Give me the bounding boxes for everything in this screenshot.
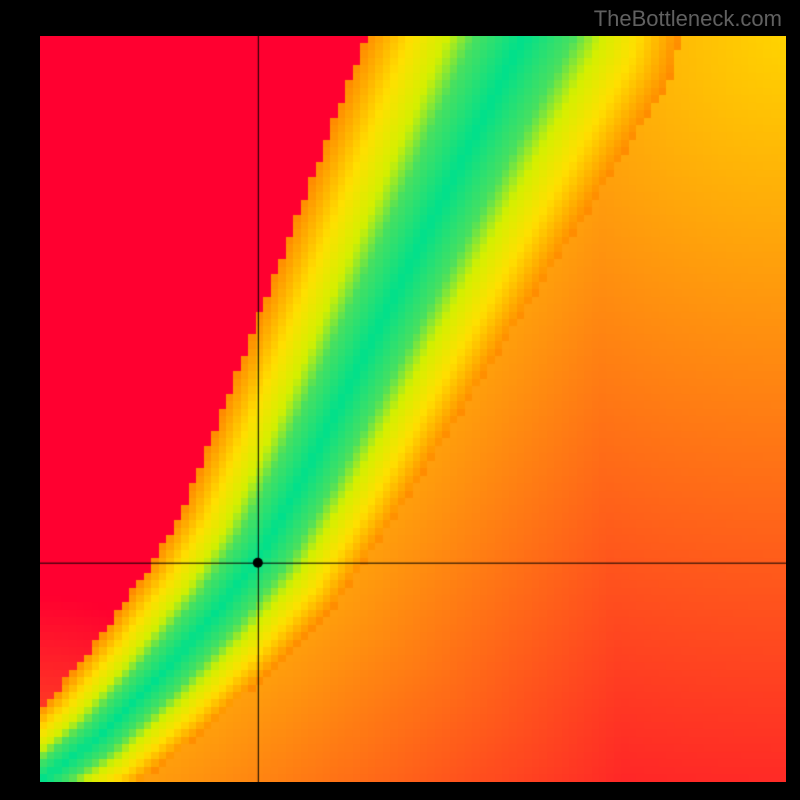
chart-container: TheBottleneck.com [0, 0, 800, 800]
watermark-text: TheBottleneck.com [594, 6, 782, 32]
bottleneck-heatmap [40, 36, 786, 782]
